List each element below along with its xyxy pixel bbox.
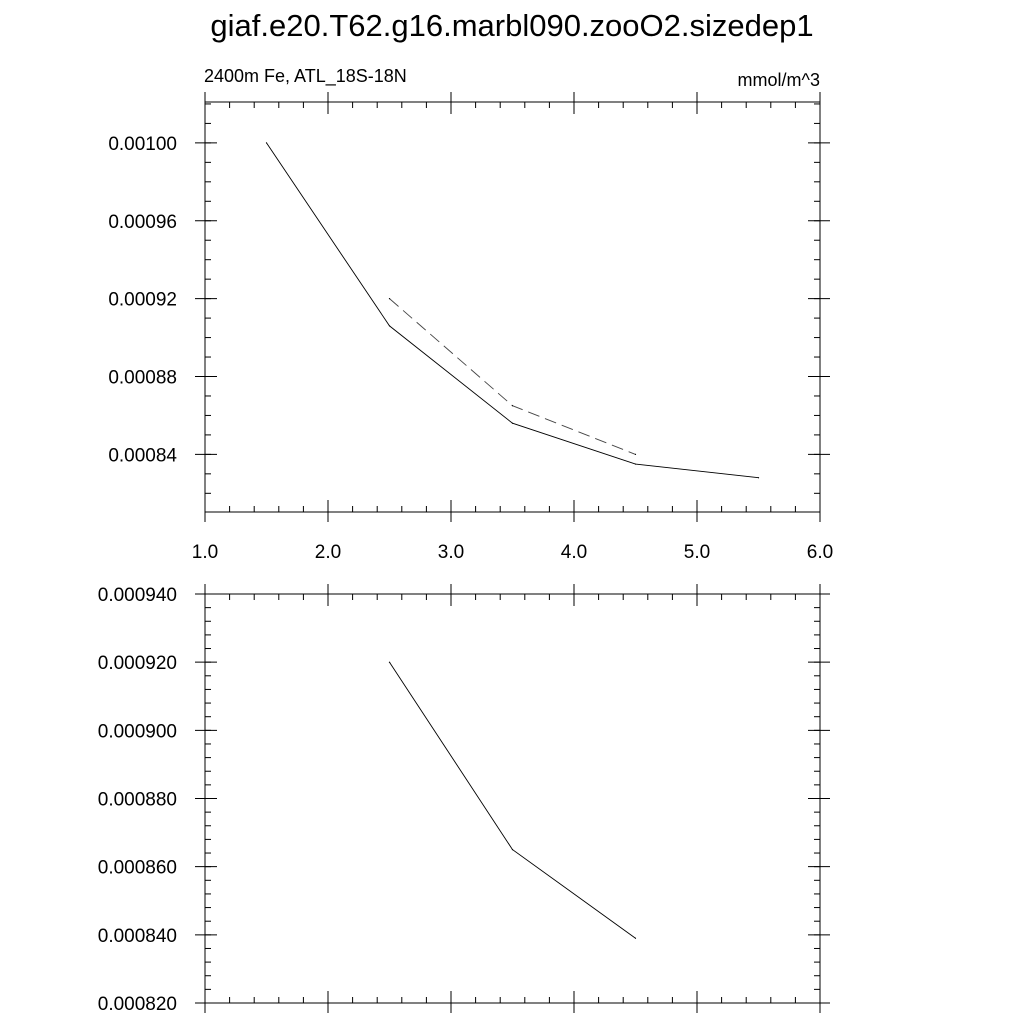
- panel2-y-tick-label: 0.000880: [98, 790, 177, 811]
- panel1-x-tick-label: 6.0: [807, 542, 833, 563]
- panel1-y-tick-label: 0.00088: [108, 368, 177, 389]
- panel2-series-1-line: [389, 661, 636, 939]
- panel1-y-tick-label: 0.00084: [108, 445, 177, 466]
- panel2-series-1-point: [511, 849, 514, 851]
- panel1-series-2-point: [634, 453, 637, 455]
- panel1-x-tick-label: 3.0: [438, 542, 464, 563]
- panel1-series-2-line: [389, 298, 636, 455]
- panel1-series-2-point: [511, 405, 514, 407]
- panel2-y-tick-label: 0.000820: [98, 994, 177, 1015]
- panel2-y-tick-label: 0.000840: [98, 926, 177, 947]
- panel1-subtitle-left: 2400m Fe, ATL_18S-18N: [204, 66, 407, 86]
- panel2-series-1-point: [388, 661, 391, 663]
- panel2-frame: [204, 593, 821, 1004]
- panel1-y-tick-label: 0.00092: [108, 290, 177, 311]
- panel1-series-1-line: [266, 142, 759, 479]
- panel1-frame: [204, 101, 821, 513]
- panel1-x-tick-label: 5.0: [684, 542, 710, 563]
- panel2-y-tick-label: 0.000860: [98, 858, 177, 879]
- panel1-subtitle-right: mmol/m^3: [737, 70, 820, 90]
- panel2-y-tick-label: 0.000900: [98, 721, 177, 742]
- panel1-series-1-point: [265, 142, 268, 144]
- panel1-series-1-point: [634, 463, 637, 465]
- panel1-y-tick-label: 0.00096: [108, 212, 177, 233]
- panel1-y-tick-label: 0.00100: [108, 134, 177, 155]
- panel1-series-1-point: [388, 325, 391, 327]
- panel1-x-tick-label: 1.0: [192, 542, 218, 563]
- panel1-x-tick-label: 4.0: [561, 542, 587, 563]
- panel2-y-tick-label: 0.000920: [98, 653, 177, 674]
- panel2-series-1-point: [634, 937, 637, 939]
- panel2-y-tick-label: 0.000940: [98, 585, 177, 606]
- panel1-series-1-point: [511, 422, 514, 424]
- panel1-x-tick-label: 2.0: [315, 542, 341, 563]
- chart-title: giaf.e20.T62.g16.marbl090.zooO2.sizedep1: [210, 8, 814, 43]
- panel1-series-1-point: [757, 477, 760, 479]
- panel1-series-2-point: [388, 298, 391, 300]
